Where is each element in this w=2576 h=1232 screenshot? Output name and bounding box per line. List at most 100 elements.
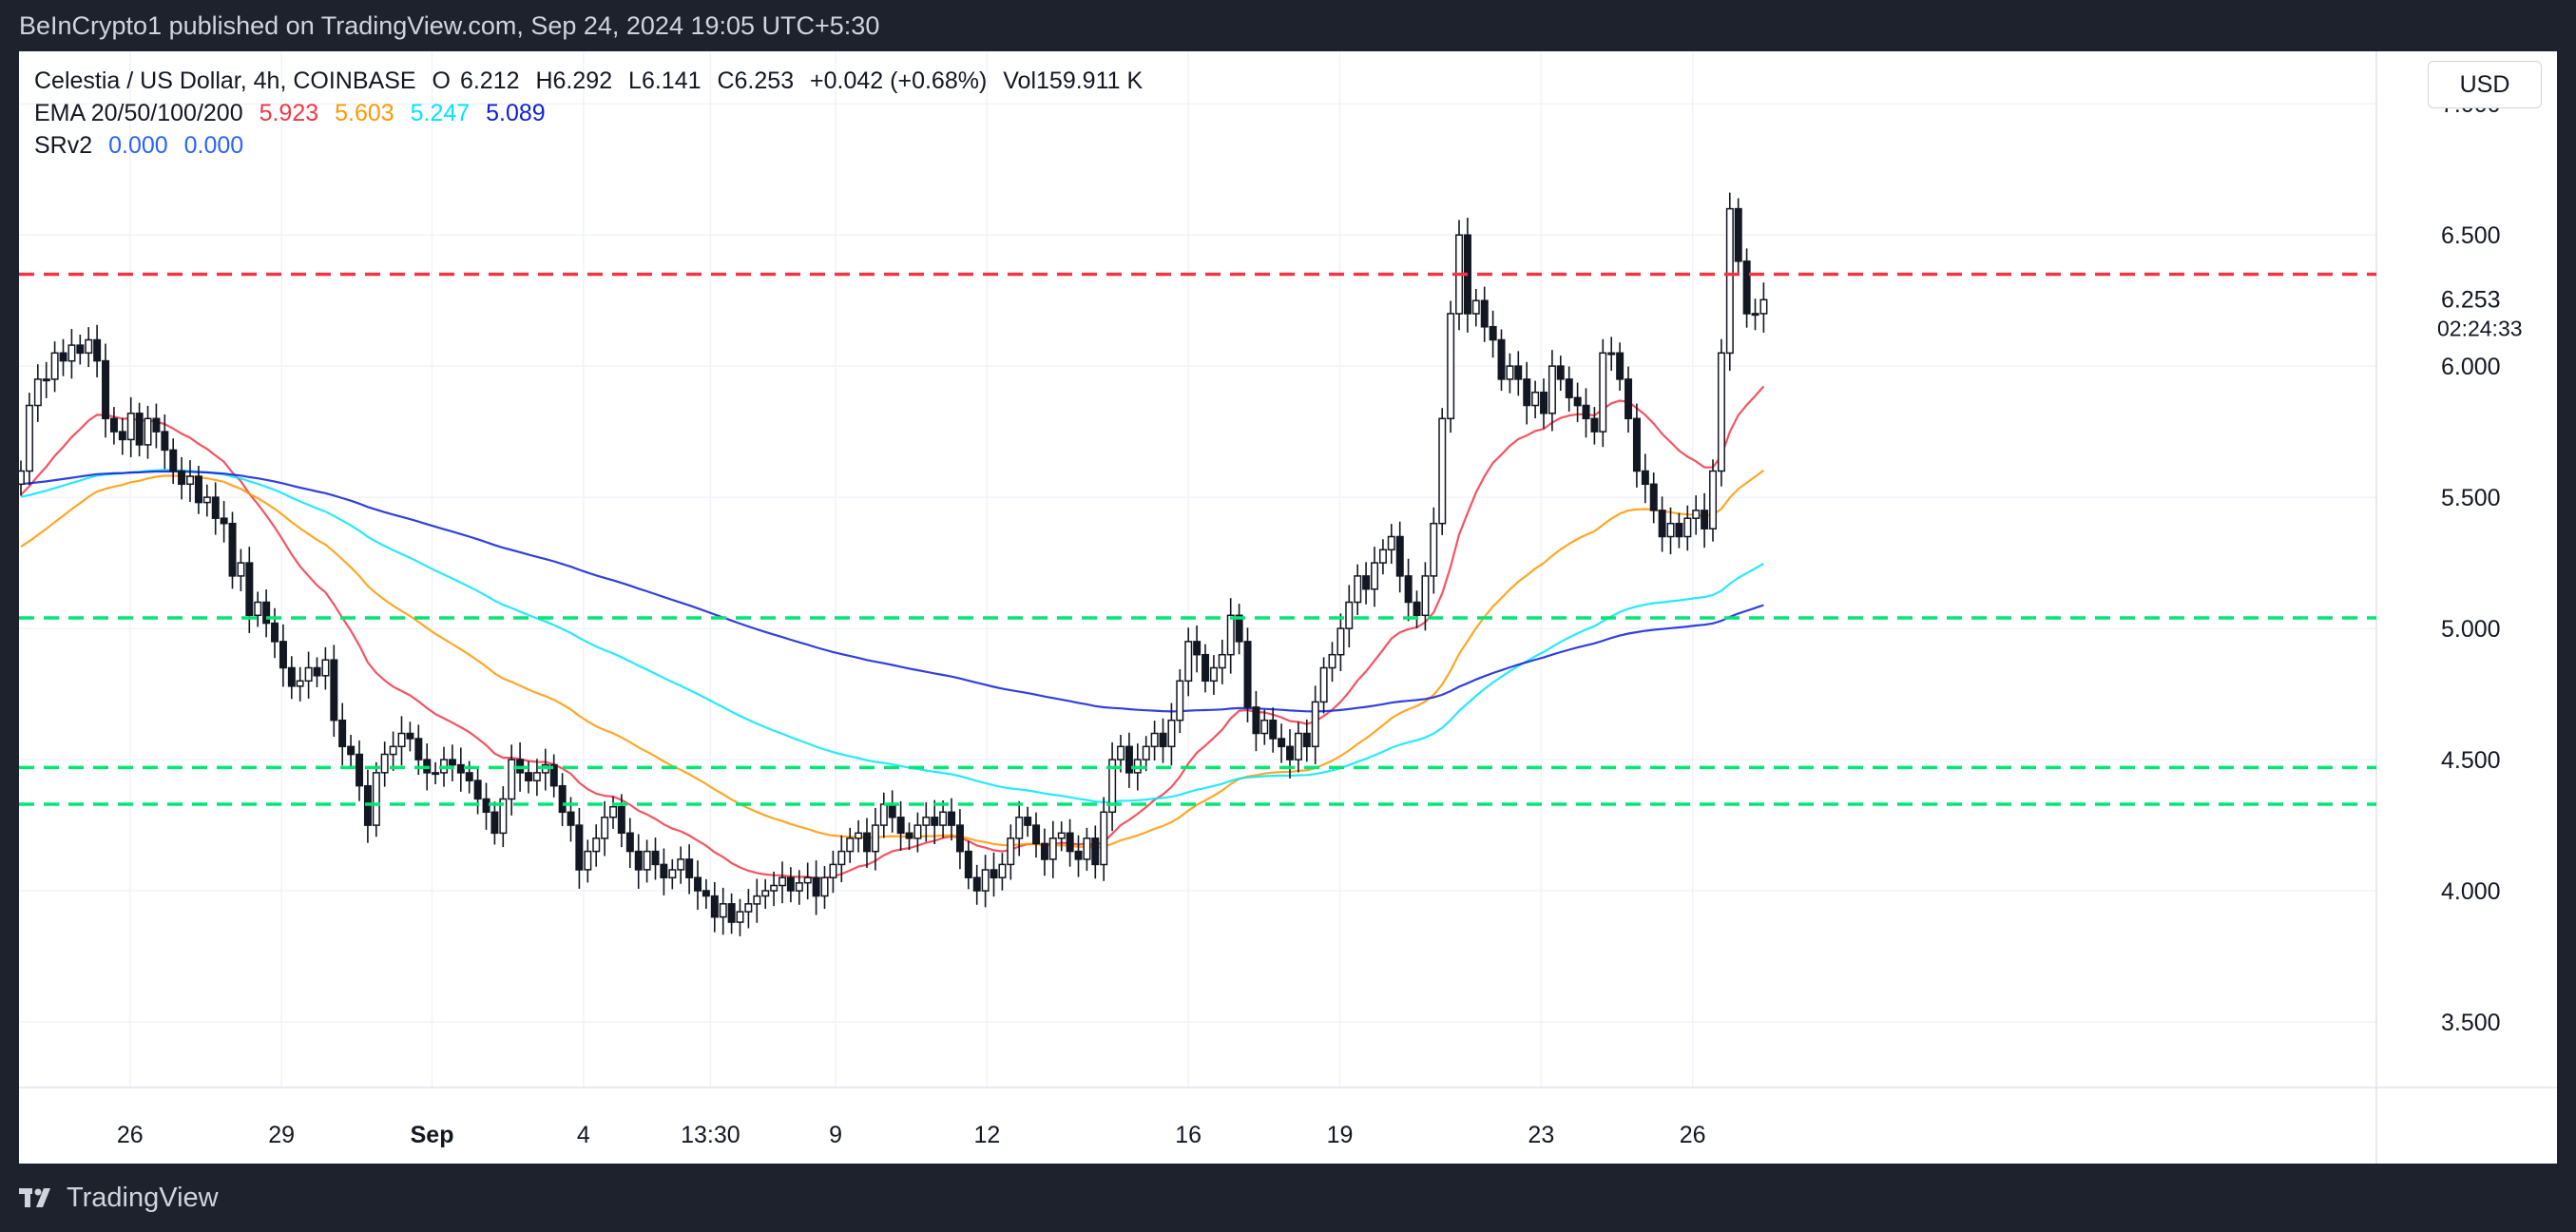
candle-bullish xyxy=(1717,352,1725,472)
ema-50-line xyxy=(20,469,1765,850)
candle-bearish xyxy=(490,811,499,835)
candle-bearish xyxy=(1523,378,1531,407)
legend-symbol[interactable]: Celestia / US Dollar, 4h, COINBASE xyxy=(34,67,416,94)
candle-bullish xyxy=(202,496,211,504)
candle-bearish xyxy=(1590,417,1599,433)
candle-bearish xyxy=(161,431,169,452)
publisher-text: BeInCrypto1 published on TradingView.com… xyxy=(19,11,880,40)
candle-bearish xyxy=(1497,338,1506,380)
candle-bearish xyxy=(1675,522,1683,538)
candle-bullish xyxy=(1378,549,1387,564)
candle-bullish xyxy=(1117,745,1125,760)
candle-bearish xyxy=(1582,404,1590,420)
candle-bullish xyxy=(820,876,829,897)
candle-bullish xyxy=(1218,653,1226,669)
candle-bullish xyxy=(744,903,753,913)
legend-srv-row[interactable]: SRv2 0.000 0.000 xyxy=(34,129,1152,162)
candle-bearish xyxy=(1404,575,1413,604)
candle-bullish xyxy=(144,417,152,446)
candle-bullish xyxy=(25,404,33,472)
candle-bearish xyxy=(651,850,660,866)
candle-bullish xyxy=(829,863,837,878)
candle-bullish xyxy=(1015,817,1024,839)
legend-ohlc-low: L6.141 xyxy=(628,67,702,94)
candle-bearish xyxy=(245,562,254,617)
candle-bearish xyxy=(1269,719,1278,740)
candle-bearish xyxy=(931,817,939,826)
candle-bullish xyxy=(19,470,25,486)
candle-bearish xyxy=(1091,837,1100,866)
candle-bullish xyxy=(837,850,846,866)
candle-bearish xyxy=(955,824,964,853)
publisher-banner: BeInCrypto1 published on TradingView.com… xyxy=(0,0,2576,51)
legend-srv-label: SRv2 xyxy=(34,132,93,159)
currency-button[interactable]: USD xyxy=(2428,61,2542,108)
candle-bearish xyxy=(356,753,364,787)
candle-bearish xyxy=(685,858,694,878)
candle-bullish xyxy=(779,876,787,887)
candle-bearish xyxy=(786,876,795,892)
candle-bullish xyxy=(855,832,863,839)
candle-bullish xyxy=(1354,575,1362,604)
candle-bearish xyxy=(135,413,144,446)
candle-bearish xyxy=(1641,470,1649,486)
tradingview-logo-icon[interactable] xyxy=(19,1186,57,1209)
chart-panel[interactable]: 7.0006.5006.0005.5005.0004.5004.0003.500… xyxy=(19,51,2557,1164)
candle-bullish xyxy=(761,890,770,897)
footer-brand[interactable]: TradingView xyxy=(67,1182,219,1213)
candle-bullish xyxy=(380,753,389,774)
candle-bearish xyxy=(465,772,473,781)
price-chart[interactable]: 7.0006.5006.0005.5005.0004.5004.0003.500… xyxy=(19,51,2557,1164)
candle-bullish xyxy=(1387,535,1395,551)
candle-bearish xyxy=(1573,396,1582,407)
candle-bullish xyxy=(1311,701,1319,748)
candle-bullish xyxy=(981,869,990,892)
candle-bearish xyxy=(287,666,296,687)
legend-ema-row[interactable]: EMA 20/50/100/200 5.923 5.603 5.247 5.08… xyxy=(34,97,1152,129)
candle-bearish xyxy=(414,738,423,760)
candle-bullish xyxy=(922,817,931,826)
candle-bearish xyxy=(1413,601,1421,617)
candle-bullish xyxy=(668,869,677,879)
candle-bullish xyxy=(1751,313,1759,317)
candle-bearish xyxy=(194,475,202,504)
candle-bearish xyxy=(448,759,456,766)
legend-ohlc-open: O 6.212 xyxy=(432,67,520,94)
candle-bearish xyxy=(271,622,279,643)
candle-bullish xyxy=(643,850,651,871)
candle-bullish xyxy=(1371,562,1379,590)
candle-bearish xyxy=(694,876,702,892)
candle-bullish xyxy=(508,759,516,800)
candle-bearish xyxy=(1649,483,1658,511)
candle-bullish xyxy=(1108,759,1117,814)
candle-bullish xyxy=(397,732,406,748)
time-axis-tick: 4 xyxy=(577,1122,590,1148)
legend-ema-label: EMA 20/50/100/200 xyxy=(34,100,243,126)
candle-bullish xyxy=(601,817,609,839)
candle-bearish xyxy=(558,784,567,814)
candle-bullish xyxy=(321,659,330,677)
price-axis-tick: 6.500 xyxy=(2441,222,2501,249)
candle-bearish xyxy=(702,890,710,897)
candle-bullish xyxy=(1683,517,1692,538)
candle-bullish xyxy=(1150,732,1159,748)
candle-bearish xyxy=(1032,824,1041,845)
candle-bullish xyxy=(871,824,879,853)
candle-bearish xyxy=(1066,832,1074,853)
price-axis-tick: 4.500 xyxy=(2441,747,2501,774)
candle-bearish xyxy=(152,417,161,433)
candle-bearish xyxy=(812,876,820,897)
candle-bullish xyxy=(1447,313,1455,420)
legend-symbol-row: Celestia / US Dollar, 4h, COINBASE O 6.21… xyxy=(34,65,1152,97)
candle-bullish xyxy=(1759,298,1768,315)
candle-bearish xyxy=(1362,575,1371,590)
time-axis-tick: 23 xyxy=(1528,1122,1554,1148)
legend-ema50-value: 5.603 xyxy=(335,100,394,126)
candle-bearish xyxy=(1024,817,1032,826)
candle-bearish xyxy=(1565,378,1573,398)
time-axis-tick: 16 xyxy=(1175,1122,1201,1148)
candle-bullish xyxy=(795,882,803,892)
candle-bearish xyxy=(567,811,575,826)
candle-bearish xyxy=(888,803,896,818)
legend-srv-value-2: 0.000 xyxy=(183,132,244,159)
